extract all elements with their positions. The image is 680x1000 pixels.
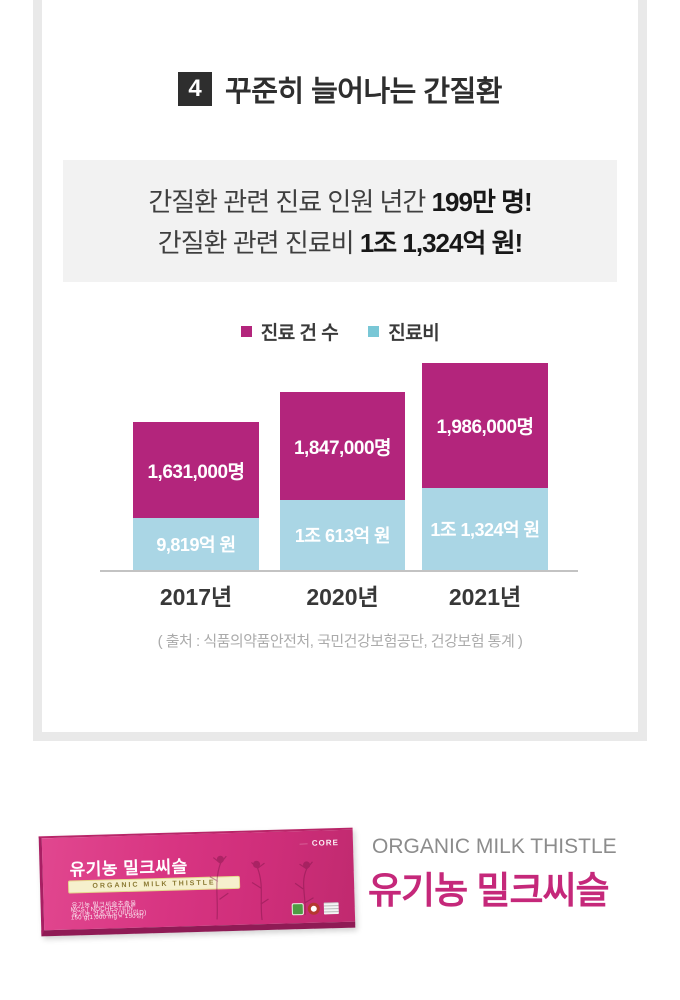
legend-swatch-cases: [240, 326, 252, 337]
x-axis-line: [100, 570, 578, 572]
thistle-sketch-illustration: [209, 855, 314, 921]
x-axis-label-2021년: 2021년: [448, 584, 522, 610]
section-title-text: 꾸준히 늘어나는 간질환: [225, 76, 502, 108]
stats-line-1: 간질환 관련 진료 인원 년간 199만 명!: [148, 187, 532, 217]
bar-cases-2021년: 1,986,000명: [422, 363, 548, 488]
bar-cost-2020년: 1조 613억 원: [280, 500, 405, 570]
legend-swatch-cost: [368, 326, 380, 337]
label-cert-badge: [323, 902, 339, 915]
stats-highlight-box: 간질환 관련 진료 인원 년간 199만 명! 간질환 관련 진료비 1조 1,…: [63, 160, 617, 282]
section-title: 4 꾸준히 늘어나는 간질환: [0, 68, 680, 110]
x-axis-label-2020년: 2020년: [306, 584, 379, 610]
infographic-frame: [33, 0, 647, 741]
legend-item-cost: 진료비: [368, 318, 440, 345]
product-name-english: ORGANIC MILK THISTLE: [372, 835, 617, 858]
stats-line-2: 간질환 관련 진료비 1조 1,324억 원!: [157, 228, 523, 258]
legend-item-cases: 진료 건 수: [240, 318, 339, 345]
bar-cases-2017년: 1,631,000명: [133, 422, 259, 518]
legend-label-cases: 진료 건 수: [260, 323, 339, 344]
organic-cert-badge: [291, 903, 304, 916]
chart-legend: 진료 건 수 진료비: [0, 318, 680, 345]
number-badge: 4: [178, 72, 213, 106]
legend-label-cost: 진료비: [388, 323, 440, 344]
round-cert-badge: [307, 902, 320, 915]
product-name-korean: 유기농 밀크씨슬: [368, 870, 610, 911]
package-title: 유기농 밀크씨슬: [69, 857, 189, 880]
bar-cost-2021년: 1조 1,324억 원: [422, 488, 548, 570]
source-citation: ( 출처 : 식품의약품안전처, 국민건강보험공단, 건강보험 통계 ): [157, 633, 523, 650]
bar-cases-2020년: 1,847,000명: [280, 392, 405, 500]
x-axis-label-2017년: 2017년: [159, 584, 233, 610]
package-spec-2: 150 g(1,000 mg × 150정): [70, 913, 145, 922]
stacked-bar-chart: 1,631,000명 9,819억 원 2017년 1,847,000명 1조 613억…: [100, 360, 578, 610]
certification-badges: [291, 902, 339, 916]
bar-cost-2017년: 9,819억 원: [133, 518, 259, 570]
product-package-image: — CORE 유기농 밀크씨슬 ORGANIC MILK THISTLE 유기농…: [38, 827, 356, 937]
